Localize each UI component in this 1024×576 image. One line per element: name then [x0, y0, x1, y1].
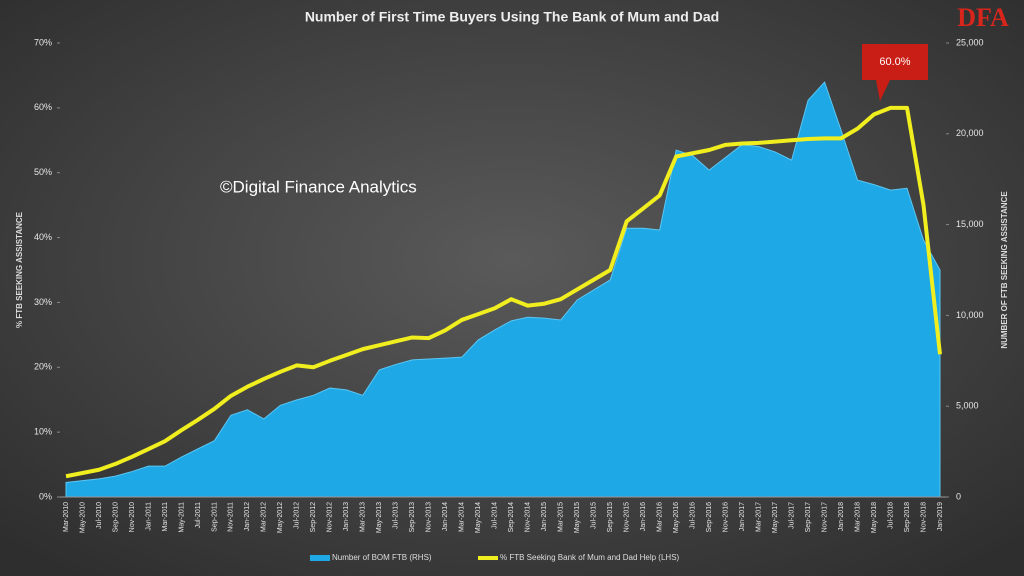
x-tick-label: Jan-2016 [640, 502, 647, 531]
y-tick-label: 10% [34, 427, 52, 437]
x-tick-label: Jan-2017 [739, 502, 746, 531]
x-tick-label: Jan-2019 [937, 502, 944, 531]
x-tick-label: Mar-2010 [63, 502, 70, 532]
y2-tick-label: 10,000 [956, 310, 984, 320]
y2-tick-label: 0 [956, 491, 961, 501]
x-tick-label: May-2018 [871, 502, 878, 533]
x-tick-label: Jan-2011 [145, 502, 152, 531]
y2-tick-label: 5,000 [956, 401, 979, 411]
x-tick-label: Nov-2015 [624, 502, 631, 532]
x-tick-label: Mar-2016 [657, 502, 664, 532]
annotation-callout: 60.0% [862, 44, 928, 101]
y-tick-label: 70% [34, 37, 52, 47]
y2-tick-label: 15,000 [956, 219, 984, 229]
x-tick-label: Nov-2011 [228, 502, 235, 532]
x-tick-label: Nov-2017 [821, 502, 828, 532]
y2-axis-title: NUMBER OF FTB SEEKING ASSISTANCE [1000, 191, 1009, 349]
x-tick-label: Jul-2017 [788, 502, 795, 529]
x-tick-label: May-2015 [574, 502, 581, 533]
x-tick-label: Sep-2018 [904, 502, 911, 532]
x-tick-label: Sep-2013 [409, 502, 416, 532]
area [65, 81, 941, 498]
y-tick-label: 50% [34, 167, 52, 177]
x-tick-label: Sep-2012 [310, 502, 317, 532]
y-tick-label: 30% [34, 297, 52, 307]
x-tick-label: Sep-2017 [805, 502, 812, 532]
x-tick-label: Mar-2015 [558, 502, 565, 532]
x-tick-label: Sep-2010 [112, 502, 119, 532]
x-tick-label: Jul-2013 [393, 502, 400, 529]
annotation: 60.0% [879, 56, 910, 68]
plot: 0% 10% 20% 30% 40% 50% 60% 70% 0 5,000 10,000 15,00… [34, 37, 984, 562]
x-tick-label: Jul-2010 [96, 502, 103, 529]
legend-swatch [310, 555, 330, 561]
x-tick-label: Mar-2012 [261, 502, 268, 532]
legend-label: % FTB Seeking Bank of Mum and Dad Help (… [500, 553, 680, 562]
x-tick-label: Nov-2014 [525, 502, 532, 532]
x-tick-label: May-2014 [475, 502, 482, 533]
x-tick-label: Sep-2014 [508, 502, 515, 532]
y2-tick-label: 20,000 [956, 128, 984, 138]
x-tick-label: May-2010 [79, 502, 86, 533]
x-tick-label: Mar-2018 [854, 502, 861, 532]
x-tick-label: Jul-2012 [294, 502, 301, 529]
x-tick-label: Sep-2016 [706, 502, 713, 532]
y2-tick-label: 25,000 [956, 37, 984, 47]
x-tick-label: Jan-2018 [838, 502, 845, 531]
x-tick-label: Jul-2018 [887, 502, 894, 529]
x-tick-label: Jul-2015 [591, 502, 598, 529]
x-tick-label: Sep-2011 [211, 502, 218, 532]
x-tick-label: Mar-2014 [459, 502, 466, 532]
x-tick-label: Mar-2013 [360, 502, 367, 532]
y-tick-label: 60% [34, 102, 52, 112]
x-tick-label: May-2013 [376, 502, 383, 533]
y-tick-label: 40% [34, 232, 52, 242]
y-tick-label: 0% [39, 491, 52, 501]
x-tick-label: Jul-2016 [689, 502, 696, 529]
line [65, 105, 942, 479]
chart-title: Number of First Time Buyers Using The Ba… [305, 9, 719, 25]
x-tick-label: Nov-2012 [327, 502, 334, 532]
legend-label: Number of BOM FTB (RHS) [332, 553, 432, 562]
watermark: ©Digital Finance Analytics [220, 177, 417, 196]
x-tick-label: Nov-2016 [722, 502, 729, 532]
x-tick-label: Sep-2015 [607, 502, 614, 532]
logo: DFA [957, 3, 1009, 32]
x-tick-label: Jan-2013 [343, 502, 350, 531]
x-tick-label: Mar-2011 [162, 502, 169, 532]
x-tick-label: Nov-2010 [129, 502, 136, 532]
x-tick-label: Jan-2015 [541, 502, 548, 531]
callout-box [862, 44, 928, 101]
x-tick-label: May-2016 [673, 502, 680, 533]
x-tick-label: Jul-2014 [492, 502, 499, 529]
x-tick-label: May-2017 [772, 502, 779, 533]
y-tick-label: 20% [34, 362, 52, 372]
x-tick-label: Mar-2017 [755, 502, 762, 532]
x-tick-label: Jan-2012 [244, 502, 251, 531]
x-tick-label: Nov-2018 [920, 502, 927, 532]
x-tick-label: Jul-2011 [195, 502, 202, 528]
x-tick-label: May-2011 [178, 502, 185, 533]
x-tick-label: Nov-2013 [426, 502, 433, 532]
y-axis-title: % FTB SEEKING ASSISTANCE [15, 211, 24, 328]
x-tick-label: May-2012 [277, 502, 284, 533]
x-tick-label: Jan-2014 [442, 502, 449, 531]
